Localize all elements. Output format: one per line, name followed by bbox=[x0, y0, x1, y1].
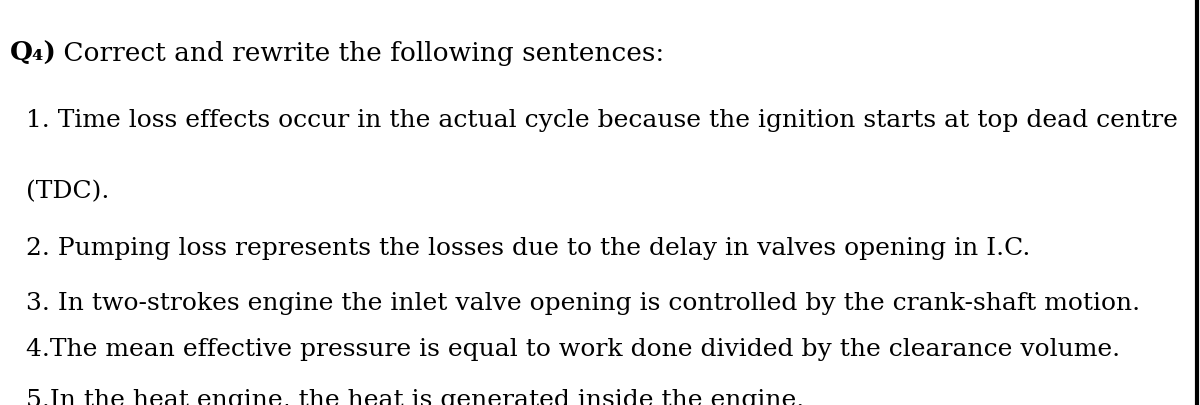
Text: 5.In the heat engine, the heat is generated inside the engine.: 5.In the heat engine, the heat is genera… bbox=[26, 389, 805, 405]
Text: 1. Time loss effects occur in the actual cycle because the ignition starts at to: 1. Time loss effects occur in the actual… bbox=[26, 109, 1178, 132]
Text: 4.The mean effective pressure is equal to work done divided by the clearance vol: 4.The mean effective pressure is equal t… bbox=[26, 338, 1121, 361]
Text: Q₄): Q₄) bbox=[10, 40, 56, 66]
Text: 2. Pumping loss represents the losses due to the delay in valves opening in I.C.: 2. Pumping loss represents the losses du… bbox=[26, 237, 1031, 260]
Text: (TDC).: (TDC). bbox=[26, 180, 109, 203]
Text: 3. In two-strokes engine the inlet valve opening is controlled by the crank-shaf: 3. In two-strokes engine the inlet valve… bbox=[26, 292, 1140, 315]
Text: Correct and rewrite the following sentences:: Correct and rewrite the following senten… bbox=[55, 40, 665, 66]
